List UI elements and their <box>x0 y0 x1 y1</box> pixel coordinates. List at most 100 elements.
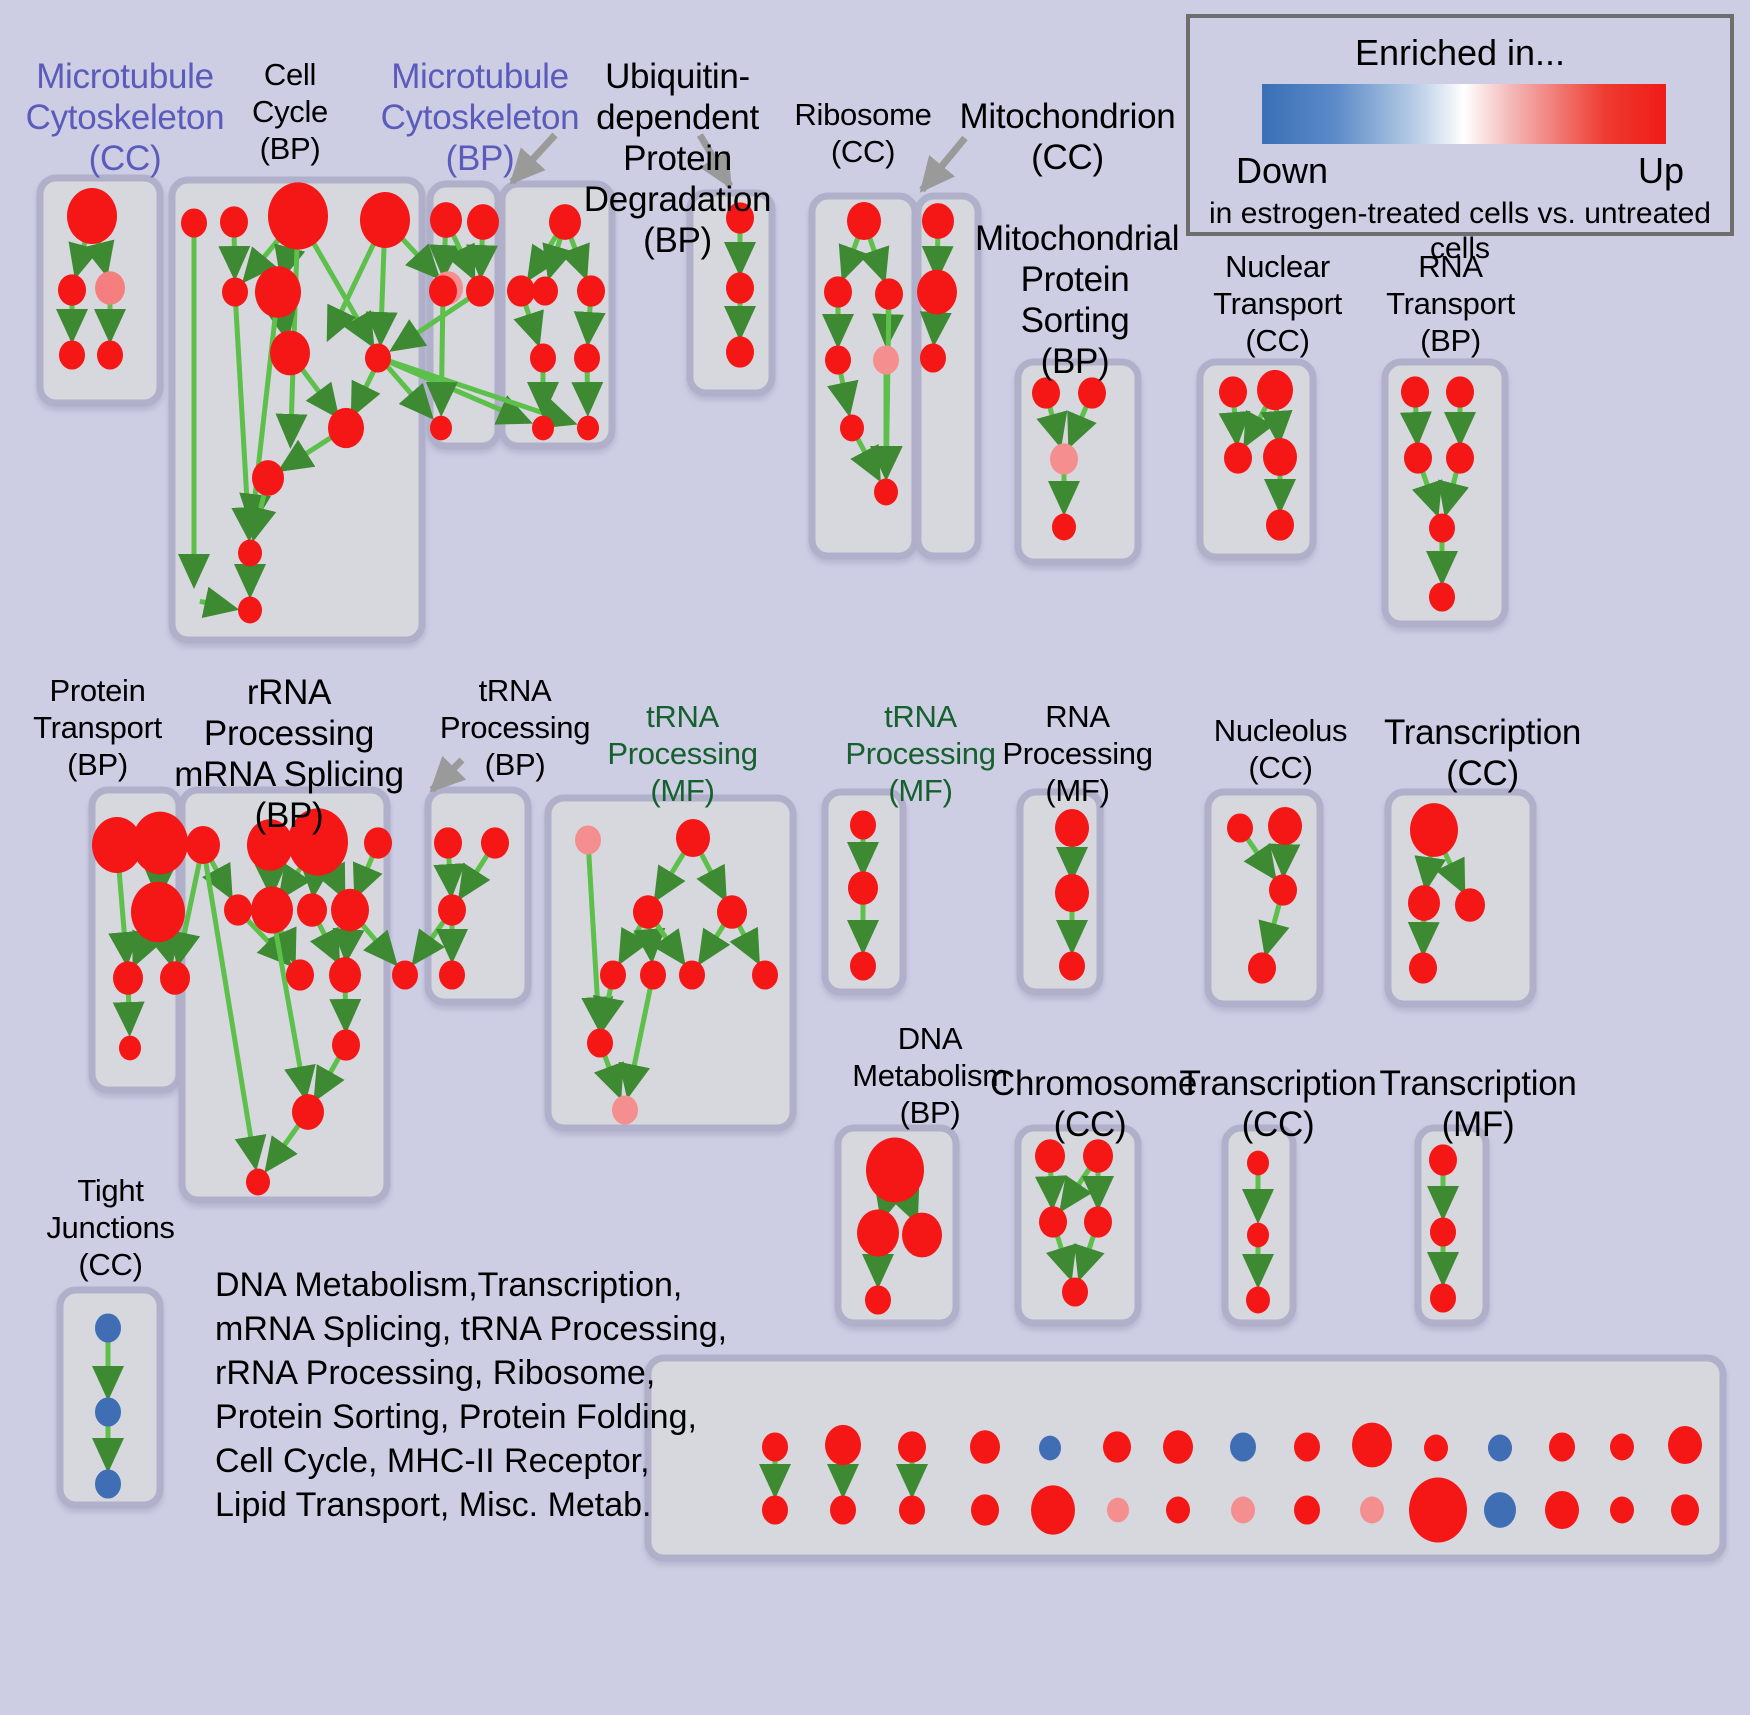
network-node[interactable] <box>1409 952 1437 984</box>
network-node[interactable] <box>392 960 418 990</box>
network-node[interactable] <box>255 266 301 318</box>
network-node[interactable] <box>1163 1430 1193 1464</box>
network-node[interactable] <box>577 415 599 441</box>
network-node[interactable] <box>1455 888 1485 922</box>
network-node[interactable] <box>95 271 125 305</box>
network-node[interactable] <box>238 539 262 567</box>
network-node[interactable] <box>222 277 248 307</box>
network-node[interactable] <box>874 478 898 506</box>
network-node[interactable] <box>181 208 207 238</box>
network-node[interactable] <box>875 278 903 310</box>
network-node[interactable] <box>898 1431 926 1463</box>
network-node[interactable] <box>1078 377 1106 409</box>
network-node[interactable] <box>160 961 190 995</box>
network-node[interactable] <box>97 340 123 370</box>
network-node[interactable] <box>1062 1277 1088 1307</box>
network-node[interactable] <box>1429 513 1455 543</box>
network-node[interactable] <box>286 959 314 991</box>
network-node[interactable] <box>970 1430 1000 1464</box>
network-node[interactable] <box>633 895 663 929</box>
network-node[interactable] <box>1035 1139 1065 1173</box>
network-node[interactable] <box>67 188 117 244</box>
network-node[interactable] <box>252 460 284 496</box>
network-node[interactable] <box>59 340 85 370</box>
network-node[interactable] <box>850 951 876 981</box>
network-node[interactable] <box>1031 1485 1075 1535</box>
network-node[interactable] <box>726 272 754 304</box>
network-node[interactable] <box>825 1424 861 1466</box>
network-node[interactable] <box>1039 1435 1061 1461</box>
network-node[interactable] <box>113 961 143 995</box>
network-node[interactable] <box>1059 951 1085 981</box>
network-node[interactable] <box>1294 1495 1320 1525</box>
network-node[interactable] <box>840 414 864 442</box>
network-node[interactable] <box>971 1494 999 1526</box>
network-node[interactable] <box>1446 376 1474 408</box>
network-node[interactable] <box>1430 1217 1456 1247</box>
network-node[interactable] <box>850 810 876 840</box>
network-node[interactable] <box>1401 376 1429 408</box>
network-node[interactable] <box>364 827 392 859</box>
network-node[interactable] <box>1084 1206 1112 1238</box>
network-node[interactable] <box>360 192 410 248</box>
network-node[interactable] <box>270 330 310 376</box>
network-node[interactable] <box>119 1035 141 1061</box>
network-node[interactable] <box>439 960 465 990</box>
network-node[interactable] <box>1055 808 1089 848</box>
network-node[interactable] <box>220 206 248 238</box>
network-node[interactable] <box>132 811 188 875</box>
network-node[interactable] <box>1545 1490 1579 1530</box>
network-node[interactable] <box>1268 806 1302 846</box>
network-node[interactable] <box>1166 1496 1190 1524</box>
network-node[interactable] <box>332 1029 360 1061</box>
network-node[interactable] <box>58 274 86 306</box>
network-node[interactable] <box>238 596 262 624</box>
network-node[interactable] <box>1404 442 1432 474</box>
network-node[interactable] <box>95 1469 121 1499</box>
network-node[interactable] <box>847 201 881 241</box>
network-node[interactable] <box>430 202 462 238</box>
network-node[interactable] <box>575 825 601 855</box>
network-node[interactable] <box>1549 1432 1575 1462</box>
network-node[interactable] <box>762 1432 788 1462</box>
network-node[interactable] <box>1227 813 1253 843</box>
network-node[interactable] <box>848 871 878 905</box>
network-node[interactable] <box>679 960 705 990</box>
network-node[interactable] <box>1671 1494 1699 1526</box>
network-node[interactable] <box>1410 803 1458 857</box>
network-node[interactable] <box>329 957 361 993</box>
network-node[interactable] <box>430 415 452 441</box>
network-node[interactable] <box>1484 1492 1516 1528</box>
network-node[interactable] <box>600 960 626 990</box>
network-node[interactable] <box>825 345 851 375</box>
network-node[interactable] <box>251 886 293 934</box>
network-node[interactable] <box>288 808 348 876</box>
network-node[interactable] <box>1409 1477 1467 1543</box>
network-node[interactable] <box>95 1397 121 1427</box>
network-node[interactable] <box>466 275 494 307</box>
network-node[interactable] <box>726 202 754 234</box>
network-node[interactable] <box>726 336 754 368</box>
network-node[interactable] <box>1219 376 1247 408</box>
network-node[interactable] <box>574 343 600 373</box>
network-node[interactable] <box>1668 1425 1702 1465</box>
network-node[interactable] <box>1266 509 1294 541</box>
network-node[interactable] <box>1352 1422 1392 1468</box>
network-node[interactable] <box>917 269 957 315</box>
network-node[interactable] <box>1269 874 1297 906</box>
network-node[interactable] <box>246 1168 270 1196</box>
network-node[interactable] <box>866 1137 924 1203</box>
network-node[interactable] <box>292 1094 324 1130</box>
network-node[interactable] <box>1424 1434 1448 1462</box>
network-node[interactable] <box>1429 1144 1457 1176</box>
network-node[interactable] <box>549 204 581 240</box>
network-node[interactable] <box>1247 1150 1269 1176</box>
network-node[interactable] <box>865 1285 891 1315</box>
network-node[interactable] <box>532 415 554 441</box>
network-node[interactable] <box>1039 1206 1067 1238</box>
network-node[interactable] <box>1083 1139 1113 1173</box>
network-node[interactable] <box>481 827 509 859</box>
network-node[interactable] <box>640 960 666 990</box>
network-node[interactable] <box>224 894 252 926</box>
network-node[interactable] <box>762 1495 788 1525</box>
